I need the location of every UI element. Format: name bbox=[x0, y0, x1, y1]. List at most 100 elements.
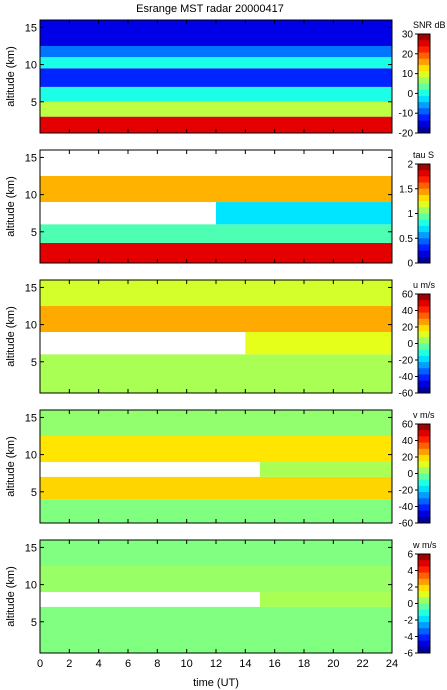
colorbar-swatch bbox=[418, 448, 430, 456]
y-axis-label: altitude (km) bbox=[5, 436, 17, 497]
colorbar-swatch bbox=[418, 609, 430, 617]
y-tick-label: 10 bbox=[25, 450, 37, 462]
colorbar-swatch bbox=[418, 554, 430, 561]
x-tick-label: 10 bbox=[181, 658, 193, 670]
colorbar-swatch bbox=[418, 95, 430, 103]
x-tick-label: 16 bbox=[269, 658, 281, 670]
y-axis-label: altitude (km) bbox=[5, 306, 17, 367]
colorbar-tick-label: -60 bbox=[399, 519, 414, 530]
heatmap-layer-6 bbox=[40, 46, 392, 58]
panel-3: altitude (km) 5 10 15 u m/s60 40 20 0 -20 -40 -60 bbox=[5, 279, 436, 400]
colorbar-swatch bbox=[418, 71, 430, 78]
heatmap-layer-5 bbox=[40, 280, 392, 307]
heatmap-layer-5 bbox=[40, 436, 392, 463]
colorbar-swatch bbox=[418, 77, 430, 84]
colorbar-tick-label: 0 bbox=[407, 599, 413, 610]
x-axis: 0 2 4 6 8 10 12 14 16 18 20 22 24 bbox=[37, 658, 398, 670]
colorbar-swatch bbox=[418, 622, 430, 629]
colorbar-tick-label: 40 bbox=[402, 436, 414, 447]
y-axis-label: altitude (km) bbox=[5, 46, 17, 107]
colorbar-swatch bbox=[418, 219, 430, 227]
y-axis-label: altitude (km) bbox=[5, 566, 17, 627]
colorbar-tick-label: -60 bbox=[399, 389, 414, 400]
colorbar-label: u m/s bbox=[413, 280, 436, 290]
colorbar-swatch bbox=[418, 504, 430, 512]
colorbar-tick-label: 0.5 bbox=[399, 234, 413, 245]
y-tick-label: 5 bbox=[31, 357, 37, 369]
y-tick-label: 15 bbox=[25, 412, 37, 424]
colorbar-swatch bbox=[418, 337, 430, 344]
heatmap-layer-1 bbox=[40, 354, 392, 393]
colorbar-swatch bbox=[418, 628, 430, 635]
colorbar-tick-label: 40 bbox=[402, 306, 414, 317]
colorbar-swatch bbox=[418, 114, 430, 122]
colorbar-swatch bbox=[418, 244, 430, 252]
heatmap-layer-4 bbox=[40, 306, 392, 333]
colorbar-swatch bbox=[418, 89, 430, 97]
heatmap-layer-5 bbox=[40, 57, 392, 69]
heatmap-layer-1 bbox=[40, 242, 392, 263]
colorbar-swatch bbox=[418, 349, 430, 357]
colorbar-tick-label: -6 bbox=[404, 649, 413, 660]
heatmap-layer-5 bbox=[40, 540, 392, 567]
colorbar-swatch bbox=[418, 424, 430, 431]
colorbar-tick-label: 0 bbox=[407, 89, 413, 100]
colorbar-tick-label: 6 bbox=[407, 550, 413, 561]
colorbar-label: w m/s bbox=[412, 540, 437, 550]
colorbar-swatch bbox=[418, 238, 430, 245]
panel-4: altitude (km) 5 10 15 v m/s60 40 20 0 -20 -40 -60 bbox=[5, 409, 435, 530]
colorbar-swatch bbox=[418, 126, 430, 134]
heatmap-layer-6 bbox=[40, 410, 392, 437]
x-tick-label: 12 bbox=[210, 658, 222, 670]
colorbar-swatch bbox=[418, 34, 430, 41]
colorbar-swatch bbox=[418, 374, 430, 382]
colorbar-swatch bbox=[418, 64, 430, 72]
colorbar-tick-label: 10 bbox=[402, 69, 414, 80]
colorbar-tick-label: 30 bbox=[402, 30, 414, 41]
colorbar-tick-label: -20 bbox=[399, 129, 414, 140]
colorbar-tick-label: 4 bbox=[407, 566, 413, 577]
colorbar-frame bbox=[417, 33, 431, 134]
heatmap-layer-3 bbox=[40, 86, 392, 102]
colorbar-swatch bbox=[418, 207, 430, 214]
x-tick-label: 4 bbox=[96, 658, 102, 670]
heatmap-layer-3 bbox=[245, 332, 392, 355]
colorbar-label: v m/s bbox=[413, 410, 435, 420]
colorbar-swatch bbox=[418, 566, 430, 574]
colorbar-swatch bbox=[418, 473, 430, 481]
colorbar-swatch bbox=[418, 108, 430, 115]
colorbar-swatch bbox=[418, 640, 430, 648]
colorbar-swatch bbox=[418, 182, 430, 190]
colorbar-swatch bbox=[418, 318, 430, 326]
colorbar-swatch bbox=[418, 58, 430, 66]
x-tick-label: 14 bbox=[239, 658, 251, 670]
colorbar: u m/s60 40 20 0 -20 -40 -60 bbox=[399, 280, 436, 400]
heatmap-layer-4 bbox=[260, 462, 392, 477]
colorbar-swatch bbox=[418, 40, 430, 47]
figure-title: Esrange MST radar 20000417 bbox=[136, 3, 284, 15]
y-tick-label: 5 bbox=[31, 97, 37, 109]
x-tick-label: 24 bbox=[386, 658, 398, 670]
colorbar-swatch bbox=[418, 461, 430, 468]
colorbar-swatch bbox=[418, 591, 430, 598]
heatmap-layer-1 bbox=[40, 116, 392, 133]
colorbar-tick-label: 20 bbox=[402, 323, 414, 334]
x-tick-label: 6 bbox=[125, 658, 131, 670]
colorbar-swatch bbox=[418, 232, 430, 239]
colorbar: v m/s60 40 20 0 -20 -40 -60 bbox=[399, 410, 435, 530]
colorbar-tick-label: 0 bbox=[407, 339, 413, 350]
colorbar-swatch bbox=[418, 442, 430, 450]
colorbar-swatch bbox=[418, 467, 430, 474]
colorbar-swatch bbox=[418, 516, 430, 524]
x-tick-label: 2 bbox=[66, 658, 72, 670]
colorbar-swatch bbox=[418, 362, 430, 369]
colorbar-tick-label: 20 bbox=[402, 453, 414, 464]
colorbar-swatch bbox=[418, 324, 430, 332]
y-tick-label: 5 bbox=[31, 617, 37, 629]
y-tick-label: 5 bbox=[31, 487, 37, 499]
colorbar-swatch bbox=[418, 213, 430, 221]
heatmap-layer-4 bbox=[216, 202, 392, 225]
colorbar-swatch bbox=[418, 225, 430, 233]
colorbar-swatch bbox=[418, 572, 430, 580]
